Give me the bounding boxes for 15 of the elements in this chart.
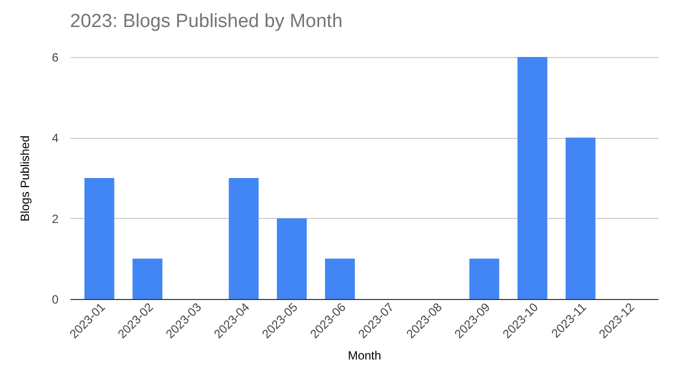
y-tick-label: 6 (52, 50, 59, 64)
bar (228, 178, 259, 299)
bar (276, 218, 307, 299)
bar (566, 138, 596, 299)
bar (517, 57, 548, 299)
y-tick-label: 2 (52, 212, 59, 226)
x-axis-title: Month (348, 348, 382, 362)
y-tick-label: 0 (52, 292, 59, 306)
bar (132, 258, 162, 299)
bar (469, 258, 500, 299)
bar (325, 258, 355, 299)
y-axis-title: Blogs Published (18, 135, 32, 222)
bar (84, 178, 114, 299)
y-tick-label: 4 (52, 131, 59, 146)
chart-title: 2023: Blogs Published by Month (70, 11, 343, 32)
